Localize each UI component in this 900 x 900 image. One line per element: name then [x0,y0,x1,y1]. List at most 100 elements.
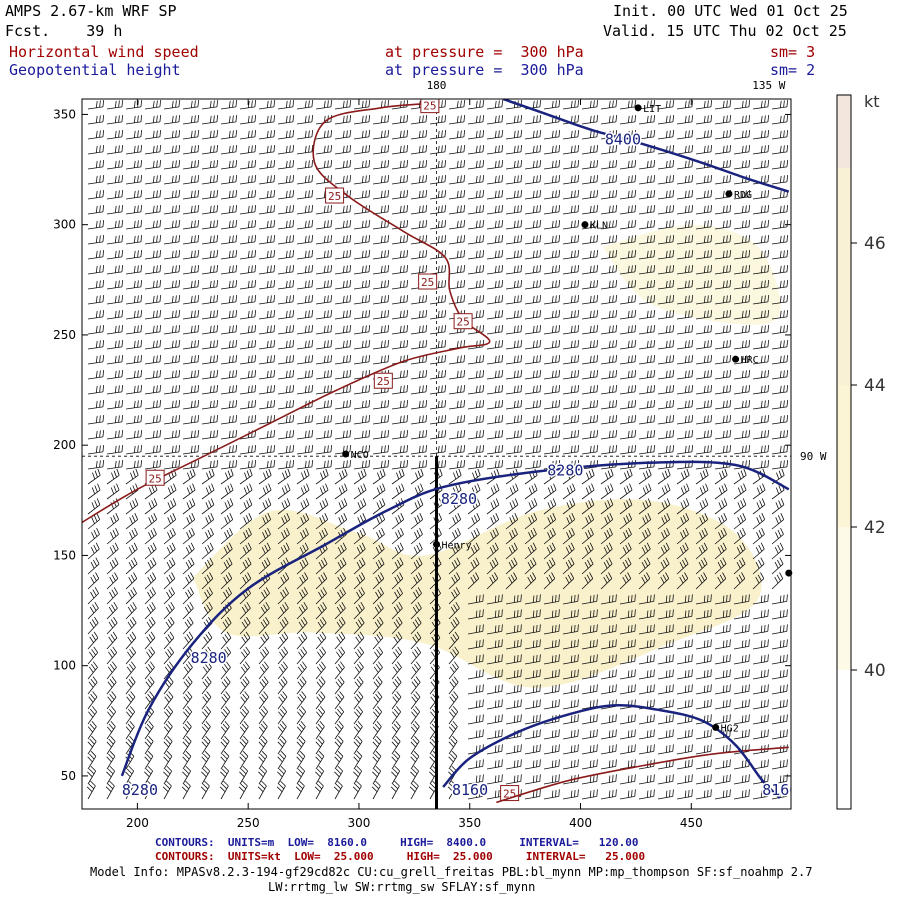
wind-barb [201,384,219,395]
wind-barb [448,468,462,485]
wind-barb [695,354,713,365]
wind-barb [201,369,219,380]
wind-barb [334,616,346,635]
wind-barb [258,429,276,440]
wind-barb [752,324,770,335]
wind-barb [334,587,346,605]
wind-barb [600,527,613,545]
wind-barb [163,631,175,650]
wind-barb [410,721,420,740]
wind-barb [87,468,101,485]
wind-barb [695,624,712,635]
wind-barb [220,399,238,410]
wind-barb [695,542,708,560]
wind-barb [182,444,200,455]
wind-barb [543,354,561,365]
wind-barb [220,324,238,335]
wind-barb [562,159,580,170]
wind-barb [353,354,371,365]
wind-barb [657,654,674,665]
wind-barb [562,399,580,410]
wind-barb [600,369,618,380]
wind-barb [600,204,618,215]
wind-barb [220,279,238,290]
wind-barb [220,174,238,185]
wind-barb [657,789,674,800]
wind-barb [467,159,485,170]
wind-barb [467,609,484,620]
wind-barb [752,639,769,650]
wind-barb [277,414,295,425]
wind-barb [163,735,173,755]
wind-barb [258,616,270,635]
wind-barb [182,189,200,200]
field2-smoothing: sm= 2 [770,61,816,79]
wind-barb [771,339,789,350]
wind-barb [353,204,371,215]
wind-barb [372,542,385,560]
wind-barb [125,483,139,500]
wind-contour-label: 25 [420,99,440,114]
wind-barb [638,129,656,140]
wind-barb [467,294,485,305]
wind-barb [296,354,314,365]
y-tick-label: 50 [61,769,76,783]
wind-barb [752,513,766,530]
wind-barb [771,219,789,230]
wind-barb [543,759,560,770]
wind-barb [258,513,272,530]
wind-barb [372,234,390,245]
wind-barb [505,99,523,110]
wind-barb [486,527,499,545]
wind-barb [714,399,732,410]
wind-barb [752,557,765,575]
wind-barb [771,174,789,185]
wind-barb [771,729,788,740]
wind-barb [600,414,618,425]
wind-barb [334,339,352,350]
wind-barb [391,616,403,635]
wind-barb [372,765,382,785]
wind-barb [486,729,503,740]
wind-barb [600,759,617,770]
wind-barb [752,414,770,425]
wind-barb [619,219,637,230]
wind-barb [87,159,105,170]
wind-barb [733,159,751,170]
wind-barb [106,219,124,230]
wind-barb [752,189,770,200]
model-title: AMPS 2.67-km WRF SP [5,2,177,20]
wind-barb [125,527,138,545]
wind-barb [771,99,789,110]
wind-barb [163,429,181,440]
wind-barb [619,354,637,365]
wind-barb [619,249,637,260]
wind-barb [600,189,618,200]
station-label: RDG [734,190,752,201]
wind-barb [334,159,352,170]
wind-barb [391,159,409,170]
wind-barb [106,369,124,380]
wind-barb [410,483,424,500]
wind-barb [144,234,162,245]
wind-barb [657,527,670,545]
wind-barb [657,174,675,185]
wind-barb [220,414,238,425]
wind-barb [144,750,154,770]
wind-barb [657,542,670,560]
wind-barb [239,513,253,530]
wind-barb [448,587,460,605]
wind-barb [714,429,732,440]
wind-barb [619,414,637,425]
wind-barb [467,459,485,470]
wind-barb [410,616,422,635]
wind-barb [353,498,367,515]
wind-barb [410,557,423,575]
wind-barb [619,159,637,170]
wind-barb [543,369,561,380]
wind-barb [182,750,192,770]
wind-barb [258,234,276,245]
wind-barb [334,631,346,650]
wind-barb [87,721,97,740]
